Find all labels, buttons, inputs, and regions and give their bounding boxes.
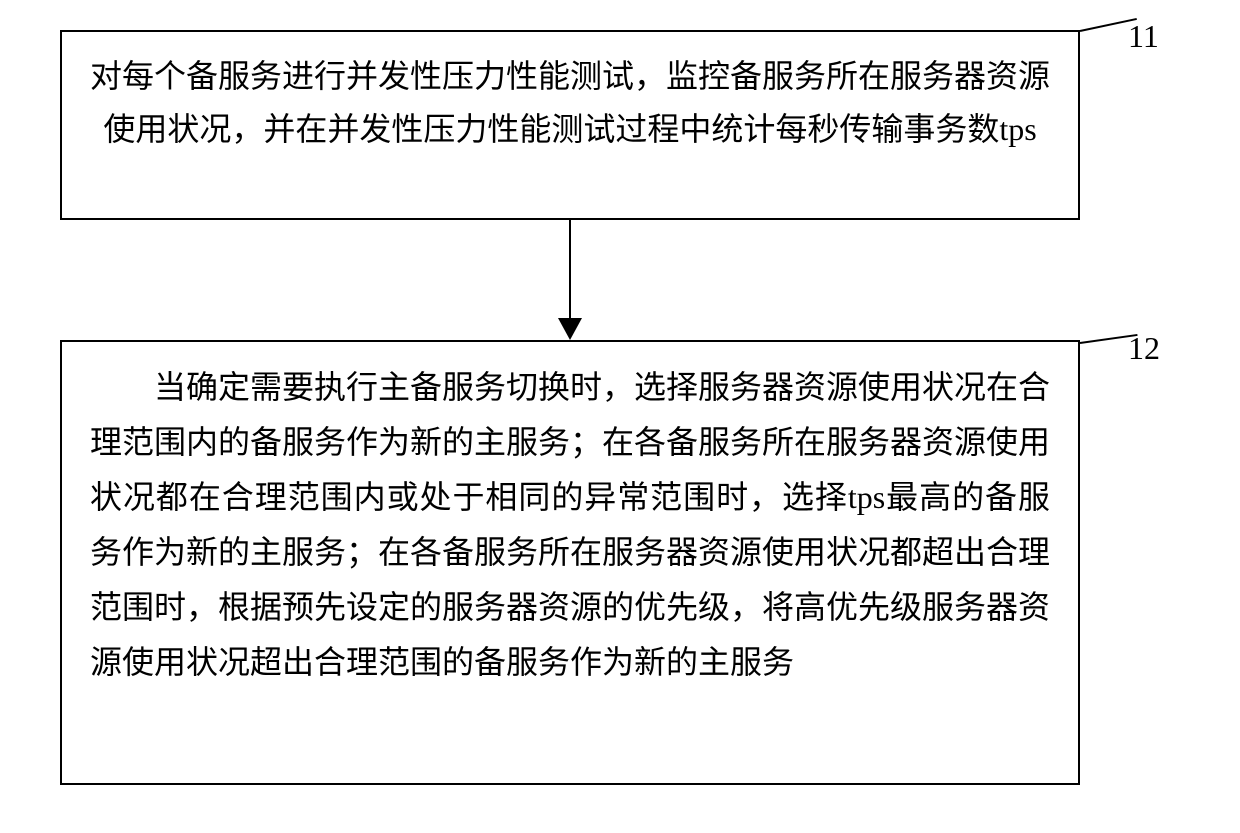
flow-step-12-text: 当确定需要执行主备服务切换时，选择服务器资源使用状况在合理范围内的备服务作为新的… [90,360,1050,690]
arrow-head-icon [558,318,582,340]
ref-label-12: 12 [1128,330,1160,367]
ref-label-11: 11 [1128,18,1159,55]
flow-step-11: 对每个备服务进行并发性压力性能测试，监控备服务所在服务器资源使用状况，并在并发性… [60,30,1080,220]
flow-step-11-text: 对每个备服务进行并发性压力性能测试，监控备服务所在服务器资源使用状况，并在并发性… [90,50,1050,156]
arrow-shaft [569,220,571,325]
flow-step-12: 当确定需要执行主备服务切换时，选择服务器资源使用状况在合理范围内的备服务作为新的… [60,340,1080,785]
